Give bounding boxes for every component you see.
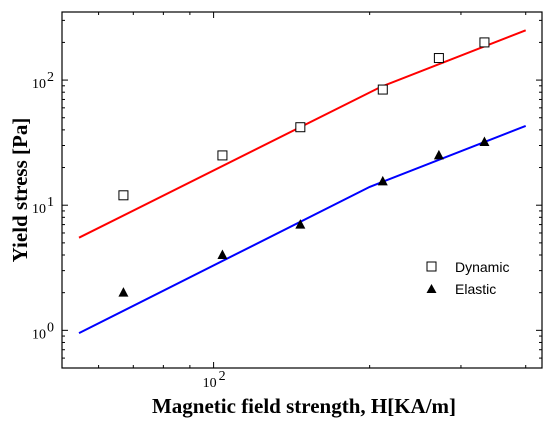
y-tick-label: 10 — [32, 327, 46, 342]
y-tick-label: 10 — [32, 77, 46, 92]
point-dynamic-1 — [118, 190, 129, 201]
point-elastic-3 — [295, 219, 306, 229]
point-elastic-2 — [217, 249, 228, 259]
fit-line-2 — [78, 124, 527, 334]
y-tick-exponent: 2 — [47, 70, 54, 85]
point-dynamic-5 — [433, 53, 444, 64]
x-tick-exponent: 2 — [219, 369, 226, 384]
point-elastic-1 — [118, 287, 129, 297]
point-elastic-6 — [479, 136, 490, 146]
point-dynamic-2 — [217, 150, 228, 161]
y-axis-title: Yield stress [Pa] — [8, 118, 32, 263]
x-axis-title: Magnetic field strength, H[KA/m] — [152, 394, 456, 418]
legend-label-dynamic: Dynamic — [455, 259, 509, 275]
point-elastic-4 — [377, 175, 388, 186]
legend-label-elastic: Elastic — [455, 281, 496, 297]
y-tick-exponent: 0 — [47, 320, 54, 335]
legend-marker-elastic — [426, 284, 437, 293]
plot-frame — [61, 11, 543, 369]
y-tick-label: 10 — [32, 202, 46, 217]
x-axis-ticks: 10 2 — [98, 12, 527, 391]
legend: Dynamic Elastic — [426, 259, 509, 297]
x-tick-label: 10 — [203, 376, 217, 391]
fit-line-1 — [78, 29, 527, 239]
point-elastic-5 — [433, 149, 444, 160]
point-dynamic-6 — [479, 37, 490, 48]
y-tick-exponent: 1 — [47, 195, 54, 210]
legend-marker-dynamic — [426, 261, 437, 272]
point-dynamic-3 — [295, 122, 306, 133]
point-dynamic-4 — [377, 84, 388, 95]
data-points — [118, 37, 490, 297]
